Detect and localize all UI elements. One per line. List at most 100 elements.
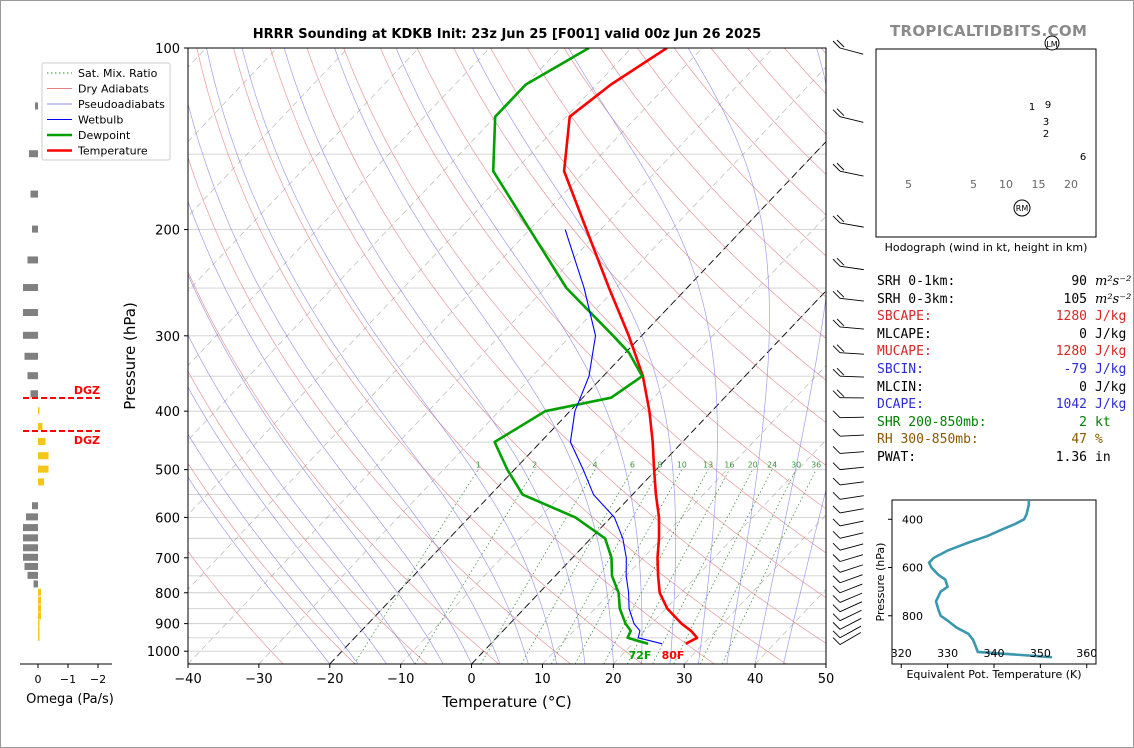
wind-barb-flag [832, 368, 841, 377]
omega-tick-label: −2 [90, 673, 106, 686]
dgz-label-bottom: DGZ [74, 434, 100, 447]
wind-barb-flag [836, 367, 845, 376]
theta-e-y-tick-label: 600 [902, 562, 923, 575]
stat-label: RH 300-850mb: [877, 432, 979, 448]
stat-unit: J/kg [1095, 344, 1127, 360]
hodograph-frame [875, 48, 1097, 238]
omega-bar [23, 524, 38, 532]
wind-barb-flag [832, 477, 841, 486]
skewt-legend: Sat. Mix. Ratio Dry Adiabats Pseudoadiabat… [41, 62, 171, 161]
moist-adiabat [188, 200, 472, 664]
x-tick-label: 0 [467, 672, 475, 687]
hodograph-ring-label: 5 [905, 178, 912, 191]
omega-bar [38, 596, 41, 604]
theta-e-y-label: Pressure (hPa) [874, 543, 887, 622]
moist-adiabat [188, 102, 501, 664]
dry-adiabat [196, 48, 643, 664]
wind-barb-flag [836, 389, 845, 398]
wind-barb-shaft [839, 434, 864, 437]
wind-barb-shaft [839, 554, 864, 562]
wind-barb-flag [832, 575, 841, 584]
stat-row: SBCAPE: 1280 J/kg [877, 308, 1131, 326]
wind-barb-shaft [839, 466, 864, 471]
wind-barb-shaft [839, 592, 863, 603]
wind-barb-flag [836, 39, 845, 48]
x-tick-label: 30 [676, 672, 693, 687]
stat-unit: m²s⁻² [1095, 274, 1132, 289]
moist-adiabat [283, 48, 586, 664]
profile-temperature [562, 48, 699, 645]
theta-e-x-label: Equivalent Pot. Temperature (K) [906, 668, 1081, 681]
wind-barb-flag [836, 344, 845, 353]
stat-label: MLCAPE: [877, 326, 932, 342]
isotherm-line [188, 48, 561, 441]
wind-barb-shaft [839, 532, 864, 539]
wind-barb-shaft [839, 451, 864, 454]
y-tick-label: 200 [155, 224, 180, 239]
legend-label: Dry Adiabats [78, 83, 149, 96]
x-tick-label: 40 [747, 672, 764, 687]
mixing-ratio-line [721, 469, 817, 664]
stat-value: 90 [1071, 274, 1087, 289]
stat-row: MUCAPE: 1280 J/kg [877, 343, 1131, 361]
moist-adiabat [783, 488, 826, 664]
theta-e-panel: 320 330 340 350 360 400 600 800 Equivalent Pot. … [874, 499, 1097, 681]
wind-barb-flag [832, 637, 841, 645]
moist-adiabat [188, 386, 387, 664]
wind-barb-flag [832, 428, 841, 437]
omega-bar [38, 633, 40, 641]
wind-barb-shaft [839, 222, 864, 228]
omega-bar [24, 352, 38, 360]
x-tick-label: 20 [605, 672, 622, 687]
stat-row: MLCIN: 0 J/kg [877, 379, 1131, 397]
stat-value: 105 [1063, 291, 1087, 307]
dry-adiabat [233, 48, 715, 664]
theta-e-x-tick-label: 320 [891, 647, 912, 660]
wind-barb-shaft [839, 116, 864, 123]
isotherm-line [542, 364, 826, 664]
omega-bar [38, 423, 43, 431]
theta-e-frame [891, 499, 1097, 665]
omega-bar [26, 513, 38, 521]
wind-barb-flag [832, 492, 841, 500]
isotherm-line [188, 48, 774, 664]
stat-row: MLCAPE: 0 J/kg [877, 326, 1131, 344]
moist-adiabat [188, 273, 444, 664]
stat-unit: kt [1095, 414, 1111, 430]
moist-adiabat [568, 48, 718, 664]
wind-barb-flag [832, 554, 841, 562]
wind-barb-shaft [839, 543, 864, 551]
hodograph-height-label: 1 [1029, 102, 1035, 113]
x-tick-label: −10 [387, 672, 414, 687]
omega-bar [33, 580, 38, 588]
brand-watermark: TROPICALTIDBITS.COM [890, 22, 1088, 40]
stat-label: SBCIN: [877, 361, 924, 377]
wind-barb-flag [832, 622, 841, 630]
wind-barb-shaft [839, 326, 864, 330]
skewt-frame [187, 47, 827, 665]
omega-bar [23, 309, 38, 317]
isotherm-line [188, 48, 632, 516]
wind-barb-shaft [839, 583, 863, 594]
wind-barb-flag [832, 462, 841, 470]
stat-value: 1042 [1055, 397, 1087, 413]
stat-row: SHR 200-850mb: 2 kt [877, 414, 1131, 432]
y-tick-label: 300 [155, 330, 180, 345]
stat-unit: J/kg [1095, 309, 1127, 325]
y-tick-label: 700 [155, 552, 180, 567]
wind-barb-shaft [839, 47, 864, 55]
wind-barb-shaft [839, 564, 863, 573]
wind-barb-flag [832, 531, 841, 539]
legend-label: Wetbulb [78, 114, 123, 127]
stat-unit: J/kg [1095, 326, 1127, 342]
x-tick-label: −20 [316, 672, 343, 687]
mixing-ratio-line [699, 469, 797, 664]
profile-wetbulb [564, 229, 663, 645]
omega-axis-label: Omega (Pa/s) [26, 692, 114, 707]
stat-label: PWAT: [877, 449, 917, 465]
isotherm-line [188, 48, 490, 367]
stat-unit: J/kg [1095, 379, 1127, 395]
omega-bar [32, 225, 38, 233]
omega-bar [23, 544, 38, 552]
wind-barb-flag [836, 257, 845, 266]
